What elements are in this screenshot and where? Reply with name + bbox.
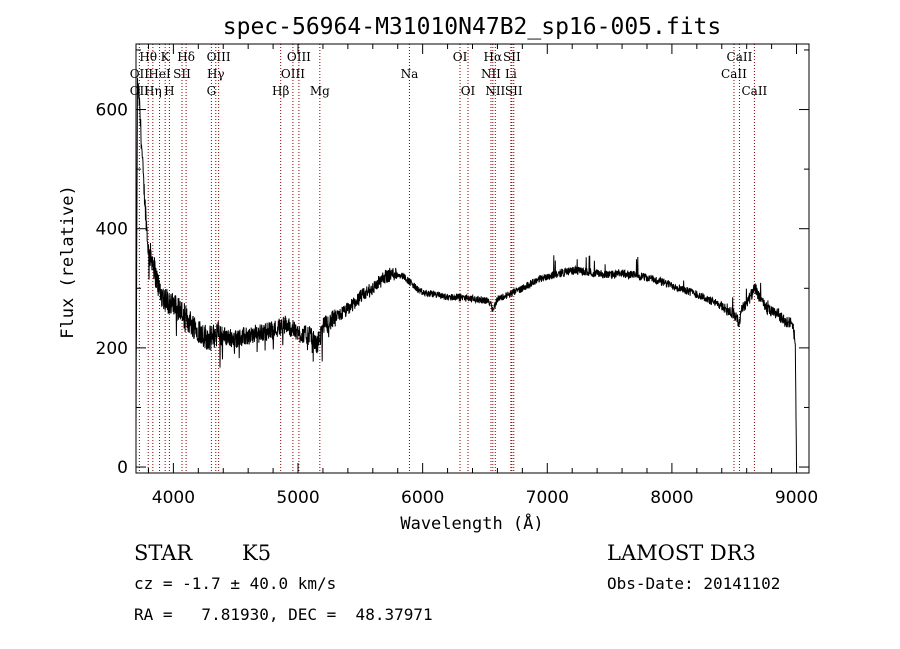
line-label: CaII (727, 50, 753, 64)
y-tick-label: 600 (96, 101, 128, 121)
y-tick-label: 0 (117, 458, 128, 478)
x-tick-label: 6000 (401, 488, 444, 508)
line-label: OI (453, 50, 468, 64)
object-subclass: K5 (242, 541, 271, 565)
line-label: Na (401, 67, 419, 81)
line-label: OIII (207, 50, 231, 64)
emission-line-markers (138, 44, 755, 473)
line-label: OI (461, 84, 476, 98)
line-label: SII (505, 84, 523, 98)
line-label: H (164, 84, 174, 98)
line-label: NII (485, 84, 505, 98)
plot-frame (135, 43, 810, 474)
line-label: Hη (144, 84, 162, 98)
x-axis-ticks: 4000 5000 6000 7000 8000 9000 (147, 44, 818, 508)
line-label: SII (503, 50, 521, 64)
line-label: OII (130, 67, 150, 81)
x-tick-label: 4000 (152, 488, 195, 508)
line-label: SII (173, 67, 191, 81)
line-label: Li (505, 67, 517, 81)
line-label: G (207, 84, 217, 98)
line-label: CaII (721, 67, 747, 81)
line-label: K (161, 50, 171, 64)
y-axis-title: Flux (relative) (58, 185, 78, 339)
line-label: Mg (310, 84, 330, 98)
line-label: CaII (741, 84, 767, 98)
line-label: OIII (281, 67, 305, 81)
x-axis-title: Wavelength (Å) (400, 512, 543, 534)
redshift-readout: cz = -1.7 ± 40.0 km/s (134, 574, 336, 593)
obs-date: Obs-Date: 20141102 (607, 574, 780, 593)
line-label: Hγ (207, 67, 225, 81)
line-label: Hα (484, 50, 503, 64)
x-tick-label: 9000 (775, 488, 818, 508)
y-tick-label: 400 (96, 220, 128, 240)
line-label: Hβ (272, 84, 289, 98)
object-class: STAR (134, 541, 193, 565)
line-label: OIII (287, 50, 311, 64)
y-axis-ticks: 0 200 400 600 (96, 49, 809, 478)
line-label: Hδ (177, 50, 195, 64)
emission-line-labels: OIIOIIHθHηHeIKHSIIHδGHγOIIIHβOIIIOIIIMgN… (130, 50, 768, 98)
survey-name: LAMOST DR3 (607, 541, 756, 565)
line-label: Hθ (139, 50, 157, 64)
line-label: HeI (148, 67, 171, 81)
coordinates: RA = 7.81930, DEC = 48.37971 (134, 605, 433, 624)
y-tick-label: 200 (96, 339, 128, 359)
x-tick-label: 5000 (276, 488, 319, 508)
line-label: NII (481, 67, 501, 81)
x-tick-label: 8000 (650, 488, 693, 508)
chart-title: spec-56964-M31010N47B2_sp16-005.fits (223, 14, 722, 40)
spectrum-line (135, 77, 797, 468)
x-tick-label: 7000 (526, 488, 569, 508)
